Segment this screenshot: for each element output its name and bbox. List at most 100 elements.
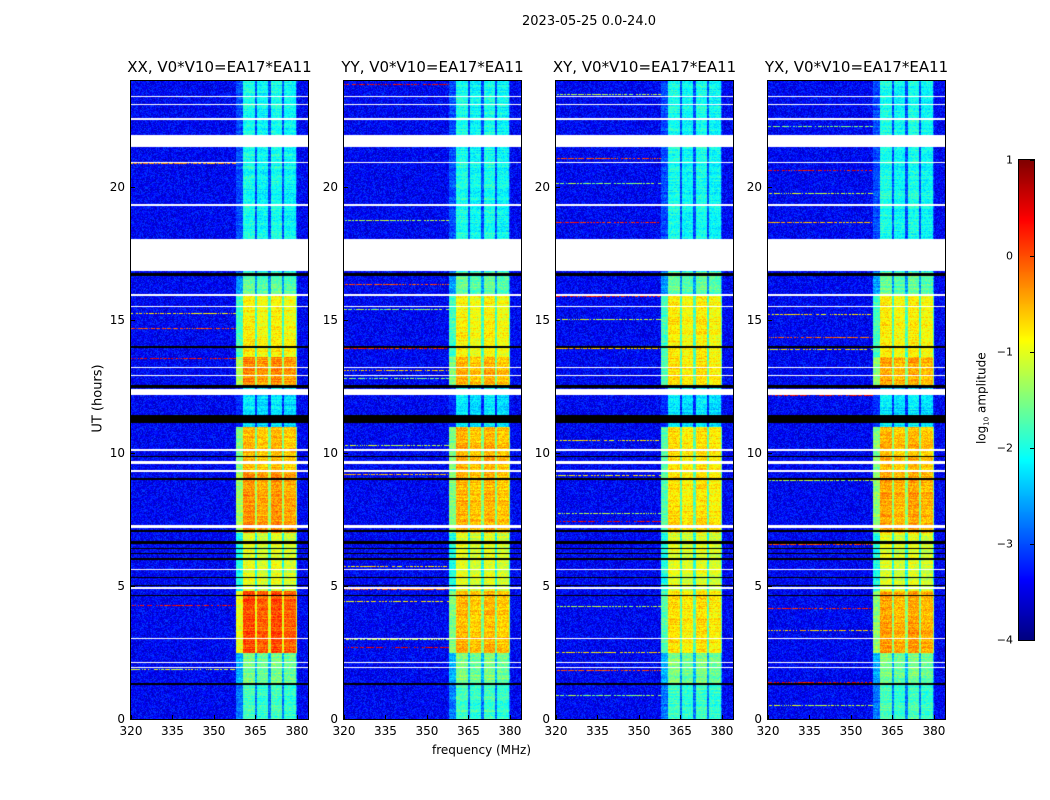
x-tick-label: 320	[756, 724, 780, 738]
y-tick-mark	[556, 320, 560, 322]
waterfall-heatmap	[344, 81, 521, 719]
x-tick-label: 380	[710, 724, 734, 738]
x-tick-label: 350	[839, 724, 863, 738]
y-tick-label: 10	[322, 446, 338, 461]
panel-title: YX, V0*V10=EA17*EA11	[764, 58, 949, 76]
x-tick-label: 335	[586, 724, 609, 738]
colorbar-tick-mark	[1030, 448, 1034, 449]
x-tick-label: 365	[881, 724, 904, 738]
y-tick-mark	[556, 187, 560, 189]
waterfall-heatmap	[131, 81, 308, 719]
y-tick-mark	[131, 187, 135, 189]
x-tick-mark	[213, 715, 215, 719]
x-tick-label: 320	[332, 724, 356, 738]
colorbar-tick-label: 1	[1006, 153, 1013, 167]
waterfall-panel	[555, 80, 734, 720]
y-tick-label: 20	[322, 180, 338, 195]
x-tick-label: 365	[457, 724, 480, 738]
figure-title: 2023-05-25 0.0-24.0	[522, 14, 656, 29]
y-tick-label: 0	[754, 712, 762, 726]
colorbar-gradient	[1019, 160, 1034, 640]
y-tick-label: 20	[109, 180, 125, 195]
x-tick-mark	[426, 715, 428, 719]
colorbar-label-main: log	[974, 425, 989, 445]
waterfall-panel	[767, 80, 946, 720]
y-tick-label: 10	[534, 446, 550, 461]
y-tick-label: 5	[330, 579, 338, 594]
y-tick-mark	[131, 453, 135, 455]
y-tick-label: 20	[746, 180, 762, 195]
y-tick-label: 0	[117, 712, 125, 726]
panel-title: YY, V0*V10=EA17*EA11	[341, 58, 524, 76]
y-tick-mark	[344, 586, 348, 588]
colorbar-tick-mark	[1030, 352, 1034, 353]
y-tick-mark	[768, 187, 772, 189]
y-tick-mark	[768, 453, 772, 455]
x-tick-mark	[385, 715, 387, 719]
x-tick-label: 320	[544, 724, 568, 738]
x-tick-mark	[344, 715, 345, 719]
y-tick-mark	[131, 719, 135, 720]
x-tick-label: 365	[669, 724, 692, 738]
x-tick-label: 350	[202, 724, 226, 738]
colorbar-tick-mark	[1030, 256, 1034, 257]
panel-title: XY, V0*V10=EA17*EA11	[552, 58, 737, 76]
x-tick-label: 335	[798, 724, 821, 738]
y-tick-label: 15	[746, 313, 762, 328]
x-tick-label: 335	[161, 724, 184, 738]
y-tick-label: 5	[754, 579, 762, 594]
x-tick-mark	[509, 715, 511, 719]
y-tick-mark	[131, 586, 135, 588]
x-tick-mark	[933, 715, 935, 719]
x-tick-mark	[850, 715, 852, 719]
x-axis-label: frequency (MHz)	[432, 743, 532, 757]
y-tick-mark	[768, 719, 772, 720]
x-tick-mark	[131, 715, 132, 719]
waterfall-panel	[343, 80, 522, 720]
y-tick-mark	[344, 320, 348, 322]
x-tick-mark	[255, 715, 257, 719]
colorbar	[1018, 159, 1035, 641]
x-tick-mark	[768, 715, 769, 719]
colorbar-tick-label: −3	[996, 537, 1013, 551]
waterfall-heatmap	[556, 81, 733, 719]
colorbar-label: log10 amplitude	[974, 341, 990, 456]
y-tick-label: 5	[542, 579, 550, 594]
colorbar-label-rest: amplitude	[974, 352, 989, 417]
waterfall-heatmap	[768, 81, 945, 719]
y-tick-mark	[556, 453, 560, 455]
y-tick-label: 0	[330, 712, 338, 726]
x-tick-label: 320	[119, 724, 143, 738]
y-tick-label: 15	[534, 313, 550, 328]
x-tick-mark	[172, 715, 174, 719]
x-tick-label: 350	[627, 724, 651, 738]
colorbar-tick-mark	[1030, 640, 1034, 641]
x-tick-label: 380	[285, 724, 309, 738]
y-tick-mark	[768, 320, 772, 322]
y-tick-label: 20	[534, 180, 550, 195]
x-tick-mark	[638, 715, 640, 719]
y-tick-mark	[344, 187, 348, 189]
y-tick-mark	[344, 719, 348, 720]
y-tick-mark	[344, 453, 348, 455]
y-tick-label: 15	[109, 313, 125, 328]
panel-title: XX, V0*V10=EA17*EA11	[127, 58, 312, 76]
colorbar-tick-label: −2	[996, 441, 1013, 455]
colorbar-tick-mark	[1030, 160, 1034, 161]
colorbar-label-sub: 10	[982, 416, 991, 426]
y-tick-mark	[556, 719, 560, 720]
colorbar-tick-label: −1	[996, 345, 1013, 359]
colorbar-tick-label: 0	[1006, 249, 1013, 263]
x-tick-mark	[468, 715, 470, 719]
x-tick-mark	[721, 715, 723, 719]
y-tick-label: 10	[746, 446, 762, 461]
y-tick-label: 5	[117, 579, 125, 594]
y-tick-label: 0	[542, 712, 550, 726]
y-tick-label: 10	[109, 446, 125, 461]
x-tick-mark	[597, 715, 599, 719]
y-tick-mark	[768, 586, 772, 588]
x-tick-mark	[892, 715, 894, 719]
y-tick-mark	[131, 320, 135, 322]
x-tick-label: 380	[922, 724, 946, 738]
